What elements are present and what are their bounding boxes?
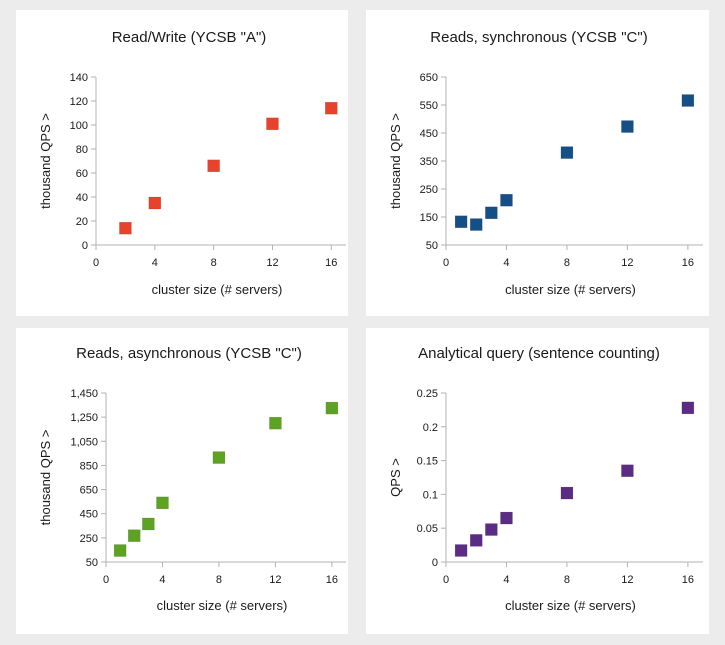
chart2-y-tick-label: 450: [80, 509, 98, 521]
chart1-data-point: [621, 120, 634, 133]
chart2-y-axis-label: thousand QPS >: [38, 430, 53, 526]
chart1-data-point: [681, 94, 695, 107]
chart3-y-tick-label: 0.05: [417, 523, 438, 535]
chart2-data-point: [212, 451, 226, 464]
chart0-data-point: [207, 159, 220, 173]
chart0-x-axis-label: cluster size (# servers): [152, 282, 283, 297]
chart2-data-point: [325, 401, 339, 415]
chart3-data-point: [469, 534, 483, 547]
chart2-y-tick-label: 650: [80, 485, 98, 497]
chart3-x-tick-label: 12: [621, 574, 633, 586]
chart3-data-point: [560, 486, 574, 500]
chart2-x-tick-label: 4: [159, 574, 165, 586]
chart2-data-point: [127, 529, 141, 542]
chart3-title: Analytical query (sentence counting): [418, 345, 660, 362]
chart1-data-point: [500, 193, 513, 207]
chart2-x-tick-label: 8: [216, 574, 222, 586]
chart1-data-point: [560, 146, 574, 159]
chart1-y-tick-label: 250: [420, 184, 438, 196]
chart1-data-point: [469, 218, 483, 231]
chart2-y-tick-label: 1,050: [70, 436, 98, 448]
chart0-data-point: [119, 221, 132, 235]
chart-panel-reads-async: Reads, asynchronous (YCSB "C") 50 250 450 65…: [16, 328, 348, 634]
chart3-data-point: [500, 511, 513, 525]
chart2-y-tick-label: 50: [86, 557, 98, 569]
chart2-data-point: [156, 496, 169, 510]
chart0-x-tick-label: 8: [211, 257, 217, 269]
chart0-title: Read/Write (YCSB "A"): [112, 29, 267, 46]
chart1-title: Reads, synchronous (YCSB "C"): [430, 29, 647, 46]
chart2-x-tick-label: 0: [103, 574, 109, 586]
chart2-x-tick-label: 12: [269, 574, 281, 586]
chart3-y-tick-label: 0.1: [423, 489, 438, 501]
chart1-y-tick-label: 350: [420, 156, 438, 168]
chart0-y-tick-label: 20: [76, 216, 88, 228]
chart1-x-tick-label: 16: [682, 257, 694, 269]
chart3-x-axis-label: cluster size (# servers): [505, 598, 636, 613]
chart0-y-tick-label: 40: [76, 192, 88, 204]
chart2-data-point: [269, 416, 282, 430]
chart-panel-reads-sync: Reads, synchronous (YCSB "C") 50 150 250 350…: [366, 10, 709, 316]
chart2-data-point: [113, 544, 127, 557]
read-write-chart: Read/Write (YCSB "A") 0 20 40 60 80 100 120 140 0…: [38, 29, 346, 297]
chart3-data-point: [621, 464, 634, 478]
chart0-x-tick-label: 12: [266, 257, 278, 269]
chart0-data-point: [324, 101, 338, 115]
chart2-x-tick-label: 16: [326, 574, 338, 586]
chart1-x-tick-label: 0: [443, 257, 449, 269]
chart2-y-tick-label: 1,250: [70, 412, 98, 424]
chart1-x-tick-label: 8: [564, 257, 570, 269]
chart3-x-tick-label: 8: [564, 574, 570, 586]
chart3-x-tick-label: 16: [682, 574, 694, 586]
chart2-y-tick-label: 1,450: [70, 388, 98, 400]
chart0-data-point: [266, 117, 279, 131]
chart1-y-tick-label: 550: [420, 100, 438, 112]
chart1-x-tick-label: 12: [621, 257, 633, 269]
chart0-x-tick-label: 0: [93, 257, 99, 269]
reads-async-chart: Reads, asynchronous (YCSB "C") 50 250 450 65…: [38, 345, 346, 613]
chart0-y-tick-label: 80: [76, 144, 88, 156]
chart0-y-tick-label: 140: [70, 72, 88, 84]
chart-panel-read-write: Read/Write (YCSB "A") 0 20 40 60 80 100 120 140 0…: [16, 10, 348, 316]
chart0-x-tick-label: 4: [152, 257, 158, 269]
chart1-y-tick-label: 650: [420, 72, 438, 84]
chart3-y-tick-label: 0.15: [417, 456, 438, 468]
analytical-chart: Analytical query (sentence counting) 0 0.0…: [388, 345, 703, 613]
chart3-y-tick-label: 0: [432, 557, 438, 569]
chart1-y-tick-label: 50: [426, 240, 438, 252]
chart0-y-tick-label: 100: [70, 120, 88, 132]
chart0-y-tick-label: 0: [82, 240, 88, 252]
chart2-y-tick-label: 850: [80, 460, 98, 472]
chart1-x-axis-label: cluster size (# servers): [505, 282, 636, 297]
chart2-title: Reads, asynchronous (YCSB "C"): [76, 345, 302, 362]
chart3-data-point: [681, 401, 695, 415]
chart0-y-tick-label: 120: [70, 96, 88, 108]
chart0-y-tick-label: 60: [76, 168, 88, 180]
chart1-y-axis-label: thousand QPS >: [388, 113, 403, 209]
chart3-data-point: [454, 544, 468, 557]
chart3-y-tick-label: 0.2: [423, 422, 438, 434]
reads-sync-chart: Reads, synchronous (YCSB "C") 50 150 250 350…: [388, 29, 703, 297]
chart3-data-point: [485, 523, 498, 536]
chart3-x-tick-label: 0: [443, 574, 449, 586]
chart1-x-tick-label: 4: [503, 257, 509, 269]
chart0-data-point: [148, 196, 162, 210]
chart2-x-axis-label: cluster size (# servers): [157, 598, 288, 613]
chart2-y-tick-label: 250: [80, 533, 98, 545]
chart-panel-analytical: Analytical query (sentence counting) 0 0.0…: [366, 328, 709, 634]
chart0-x-tick-label: 16: [325, 257, 337, 269]
chart0-y-axis-label: thousand QPS >: [38, 113, 53, 209]
chart1-y-tick-label: 150: [420, 212, 438, 224]
chart1-y-tick-label: 450: [420, 128, 438, 140]
chart2-data-point: [142, 517, 155, 531]
chart1-data-point: [454, 215, 468, 229]
chart1-data-point: [485, 206, 498, 220]
chart3-x-tick-label: 4: [503, 574, 509, 586]
chart3-y-axis-label: QPS >: [388, 458, 403, 497]
chart3-y-tick-label: 0.25: [417, 388, 438, 400]
